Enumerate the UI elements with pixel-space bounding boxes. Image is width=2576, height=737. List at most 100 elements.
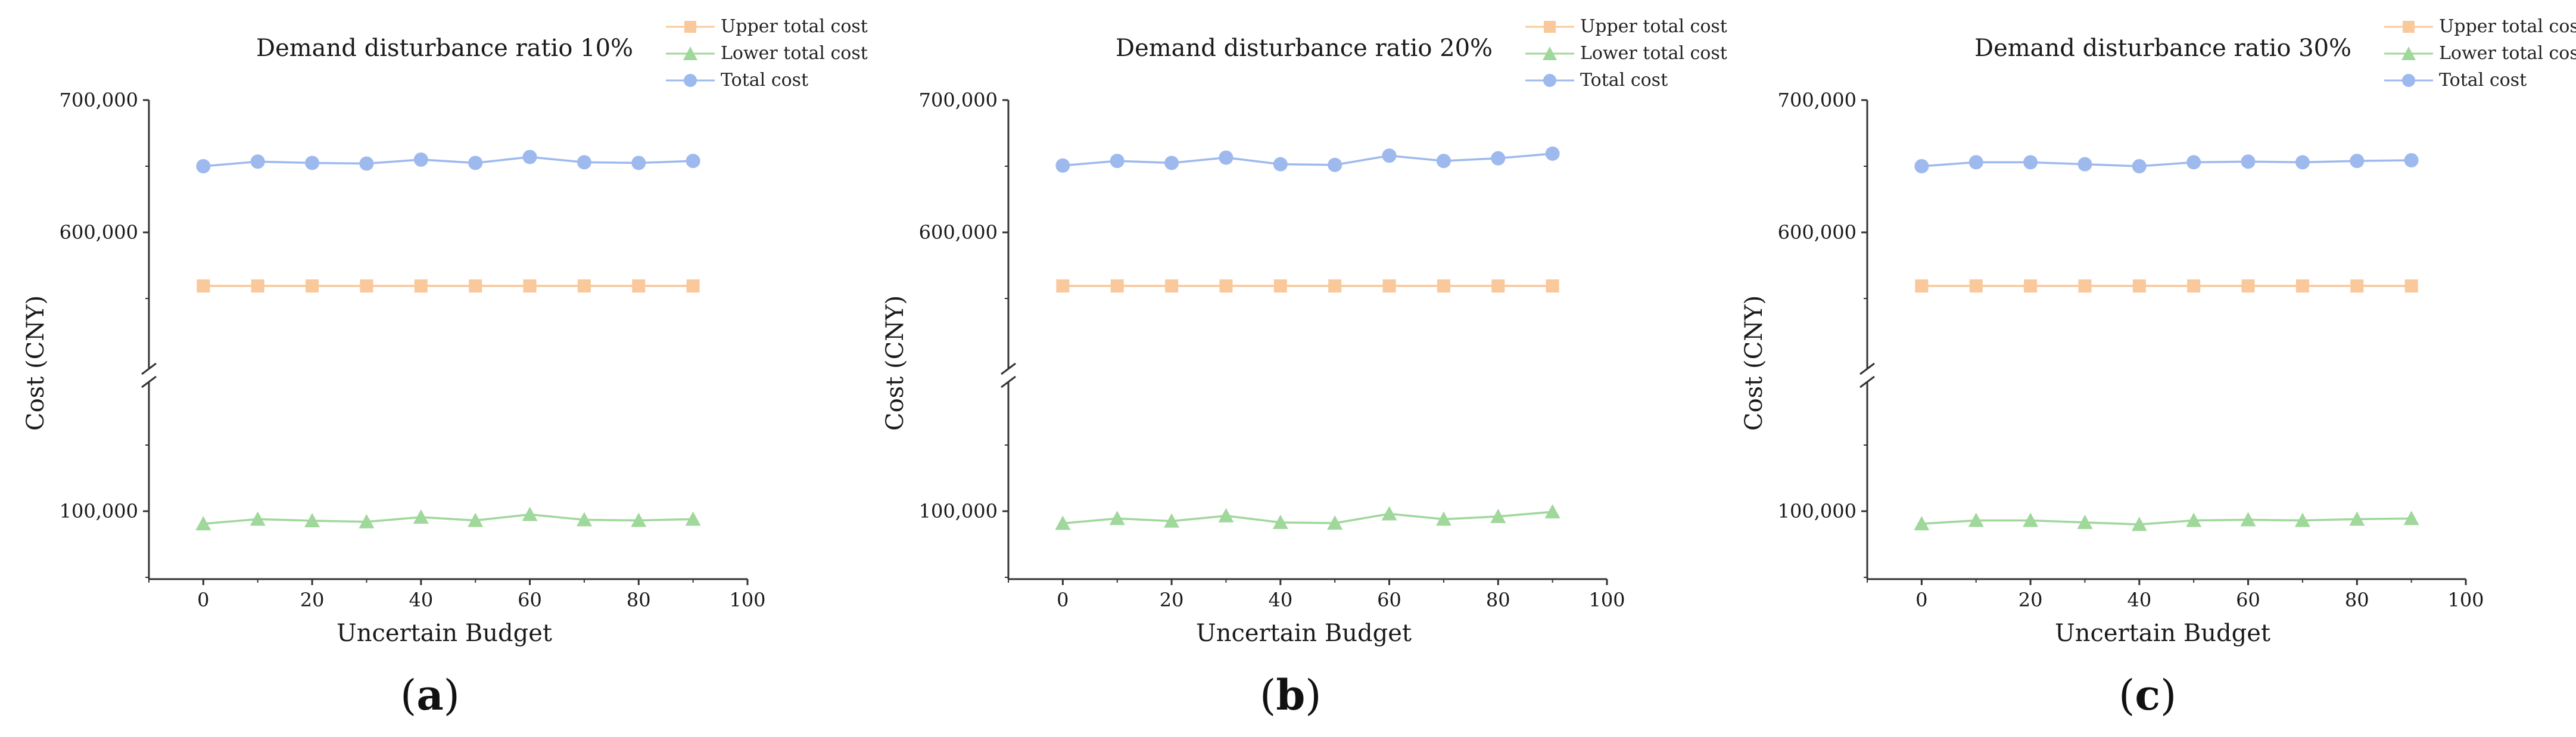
legend-triangle-marker [2384,45,2433,63]
data-point-circle [1382,148,1397,163]
data-point-square [1491,279,1505,293]
legend-square-marker [1525,18,1574,36]
data-point-triangle [195,516,211,531]
x-tick-label: 40 [2127,589,2151,611]
legend: Upper total cost Lower total cost Total … [1525,13,1727,94]
x-tick-label: 0 [197,589,209,611]
panel-label: (a) [400,670,460,720]
legend-item-total-cost: Total cost [1525,67,1727,94]
x-axis-label: Uncertain Budget [1196,620,1412,647]
legend-label: Lower total cost [721,43,868,64]
x-tick-label: 20 [300,589,325,611]
data-point-square [197,279,210,293]
data-point-circle [2132,159,2147,173]
data-point-circle [1219,150,1234,165]
data-point-square [577,279,591,293]
data-point-triangle [1381,506,1397,521]
data-point-triangle [1327,515,1343,530]
data-point-triangle [1914,516,1930,531]
data-point-circle [1968,155,1983,170]
data-point-square [2078,279,2092,293]
series-line-total-cost [1063,153,1553,167]
plot-area: 600,000 700,000 100,000 0 20 40 60 80 100 [1778,89,2484,611]
series-line-lower-total-cost [1921,517,2412,525]
axis-break-mark [141,375,157,388]
data-point-circle [196,159,211,173]
y-tick-label: 100,000 [60,500,138,523]
data-point-circle [2077,157,2092,172]
data-point-circle [1273,157,1288,172]
x-tick-label: 0 [1915,589,1927,611]
chart-panel-b: Demand disturbance ratio 20% Upper total… [859,0,1727,737]
y-tick-label: 100,000 [919,500,998,523]
data-point-circle [577,155,591,170]
legend-circle-marker [1525,71,1574,89]
axis-break-mark [1859,375,1875,388]
plot-area: 600,000 700,000 100,000 0 20 40 60 80 100 [60,89,766,611]
data-point-circle [413,152,428,167]
legend-label: Upper total cost [1580,16,1727,37]
data-point-circle [468,156,483,170]
data-point-triangle [1272,514,1288,529]
data-point-square [2241,279,2255,293]
data-point-square [2187,279,2201,293]
data-point-triangle [468,512,484,527]
legend-circle-marker [2384,71,2433,89]
data-point-square [523,279,537,293]
x-tick-label: 20 [1160,589,1184,611]
x-tick-label: 100 [1588,589,1625,611]
data-point-triangle [1968,512,1984,527]
x-tick-label: 20 [2019,589,2043,611]
axis-break-mark [141,362,157,375]
data-point-circle [1491,151,1506,166]
data-point-triangle [1109,511,1125,525]
legend-item-total-cost: Total cost [666,67,868,94]
chart-panel-c: Demand disturbance ratio 30% Upper total… [1718,0,2576,737]
data-point-circle [359,156,374,171]
axis-break-mark [1001,362,1016,375]
data-point-circle [1164,156,1179,170]
legend-circle-marker [666,71,715,89]
legend: Upper total cost Lower total cost Total … [2384,13,2576,94]
data-point-circle [1055,158,1070,173]
data-point-circle [522,150,537,164]
data-point-square [2024,279,2038,293]
data-point-square [469,279,482,293]
legend-label: Upper total cost [2439,16,2576,37]
data-point-triangle [2349,511,2365,526]
data-point-square [1969,279,1983,293]
data-point-square [1546,279,1559,293]
data-point-square [1110,279,1124,293]
data-point-circle [686,154,700,169]
plot-area: 600,000 700,000 100,000 0 20 40 60 80 100 [919,89,1625,611]
axis-break-mark [1859,362,1875,375]
x-tick-label: 0 [1057,589,1069,611]
data-point-triangle [2186,512,2202,527]
data-point-square [360,279,373,293]
x-tick-label: 80 [1486,589,1510,611]
data-point-circle [2404,153,2419,168]
data-point-circle [305,156,320,170]
legend-label: Total cost [2439,70,2527,91]
data-point-triangle [1544,504,1560,519]
data-point-square [1915,279,1929,293]
legend-item-upper-total-cost: Upper total cost [2384,13,2576,40]
data-point-square [306,279,319,293]
data-point-square [1056,279,1070,293]
data-point-triangle [2294,512,2310,527]
chart-title: Demand disturbance ratio 30% [1974,35,2352,62]
data-point-circle [2186,155,2201,170]
data-point-triangle [359,514,375,528]
y-tick-label: 600,000 [60,221,138,244]
series-line-lower-total-cost [1063,511,1553,525]
data-point-triangle [413,509,429,524]
x-tick-label: 60 [518,589,542,611]
legend-triangle-marker [666,45,715,63]
y-tick-label: 600,000 [919,221,998,244]
legend-item-upper-total-cost: Upper total cost [1525,13,1727,40]
data-point-square [686,279,700,293]
y-tick-label: 700,000 [60,89,138,111]
data-point-triangle [1435,511,1451,526]
data-point-square [1328,279,1342,293]
data-point-circle [2350,154,2365,169]
